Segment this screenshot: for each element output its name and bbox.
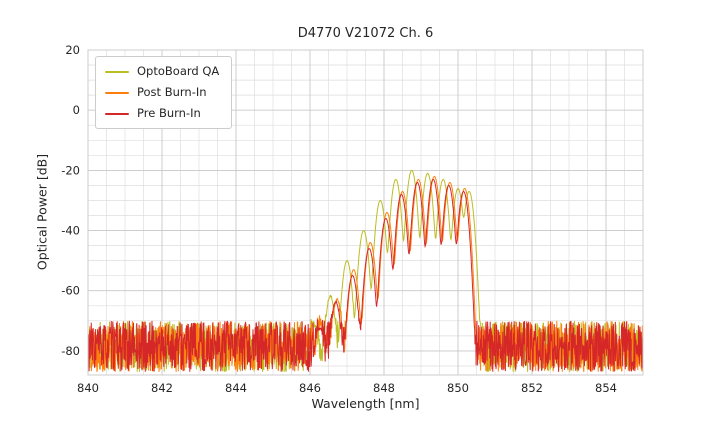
x-tick-label: 842 (151, 381, 173, 395)
legend-item-optoboard-qa: OptoBoard QA (105, 64, 219, 79)
legend-label-optoboard-qa: OptoBoard QA (137, 64, 220, 78)
x-tick-label: 840 (77, 381, 99, 395)
y-tick-label: 0 (73, 103, 80, 117)
tick-labels: 840 842 844 846 848 850 852 854 20 0 -20 -40 -60 -80 (61, 43, 617, 395)
x-tick-label: 844 (225, 381, 247, 395)
y-tick-label: 20 (65, 43, 80, 57)
legend-swatch-optoboard-qa (105, 70, 129, 73)
legend-item-post-burn-in: Post Burn-In (105, 85, 219, 100)
legend-swatch-post-burn-in (105, 91, 129, 94)
legend-label-post-burn-in: Post Burn-In (137, 85, 207, 99)
x-tick-label: 854 (595, 381, 617, 395)
y-tick-label: -40 (61, 224, 80, 238)
x-tick-label: 848 (373, 381, 395, 395)
x-axis-label: Wavelength [nm] (311, 396, 420, 411)
legend-label-pre-burn-in: Pre Burn-In (137, 106, 201, 120)
plot-frame (87, 49, 644, 376)
x-tick-label: 846 (299, 381, 321, 395)
y-tick-label: -20 (61, 163, 80, 177)
x-tick-label: 850 (447, 381, 469, 395)
series-line-post-burn-in (88, 175, 643, 372)
chart-title: D4770 V21072 Ch. 6 (297, 26, 434, 41)
series-group (88, 169, 643, 373)
legend-item-pre-burn-in: Pre Burn-In (105, 106, 219, 121)
legend-swatch-pre-burn-in (105, 112, 129, 115)
legend: OptoBoard QA Post Burn-In Pre Burn-In (95, 56, 233, 129)
y-tick-label: -60 (61, 284, 80, 298)
y-axis-label: Optical Power [dB] (34, 153, 50, 271)
x-tick-label: 852 (521, 381, 543, 395)
series-line-pre-burn-in (88, 178, 643, 372)
y-tick-label: -80 (61, 344, 80, 358)
